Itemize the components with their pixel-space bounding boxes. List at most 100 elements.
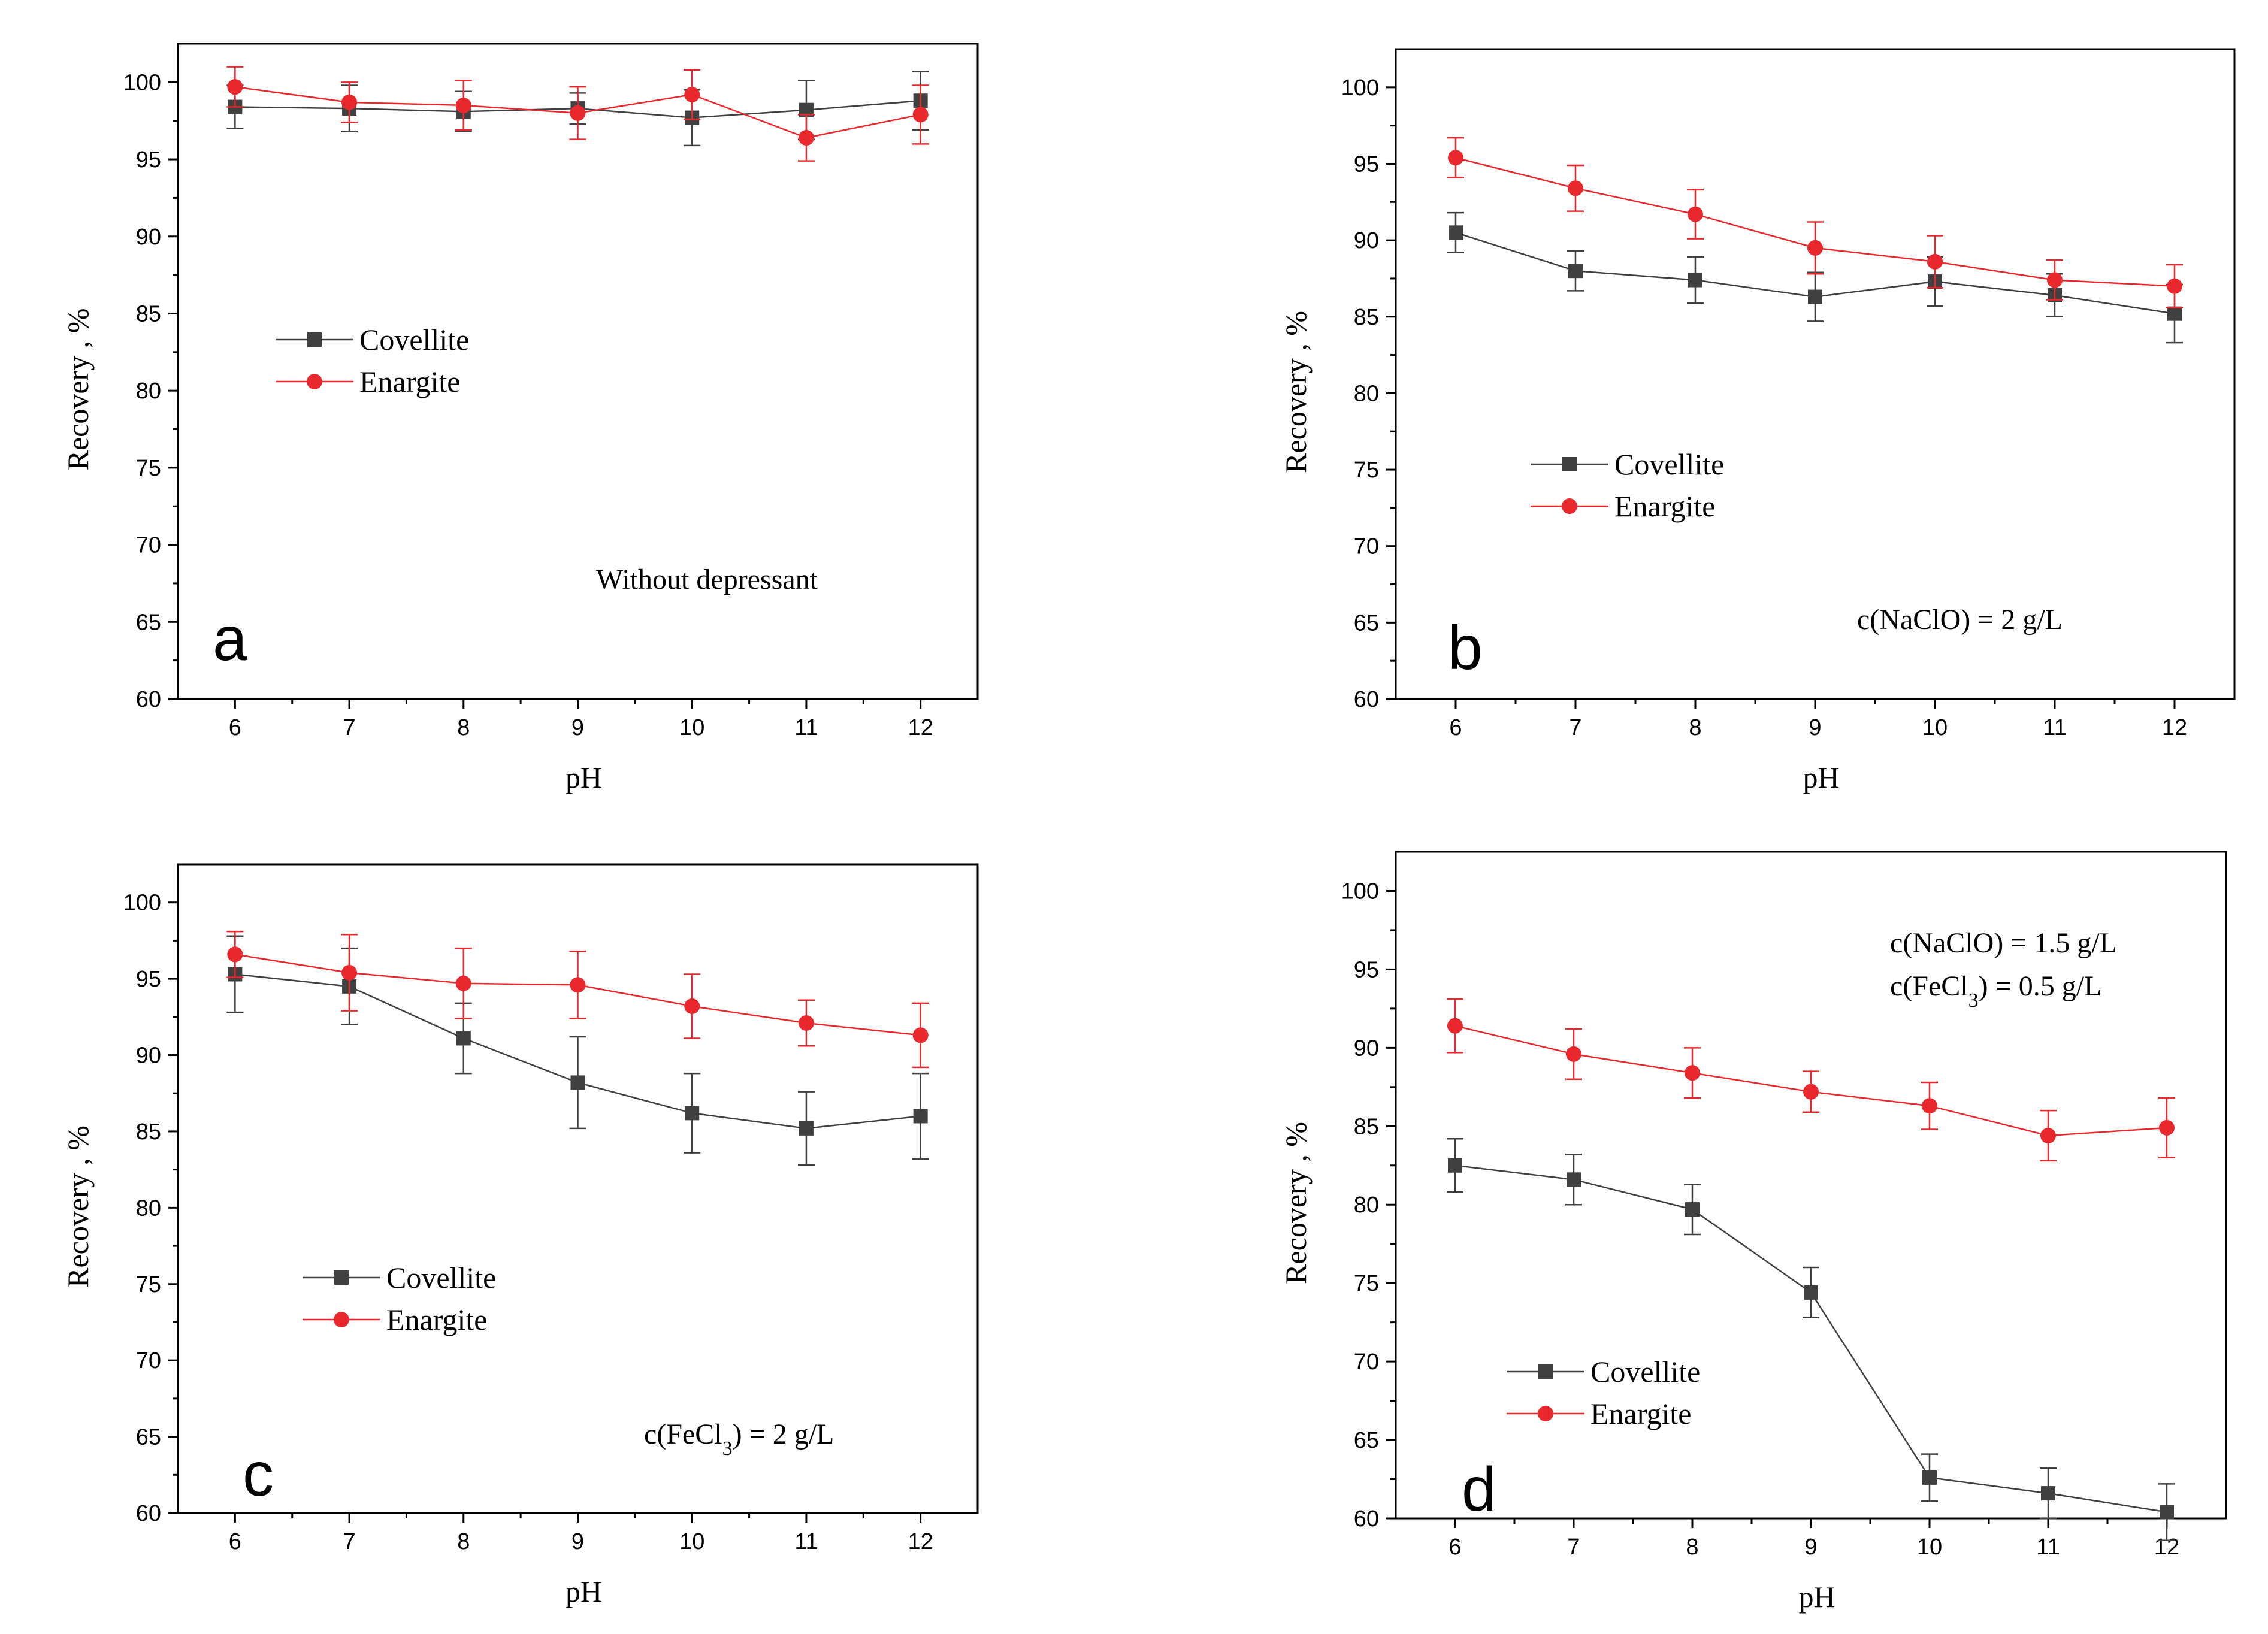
x-axis-title: pH [1803, 761, 1839, 794]
y-tick-label: 90 [136, 225, 161, 250]
x-tick-label: 11 [794, 1529, 818, 1554]
x-tick-label: 6 [229, 1529, 241, 1554]
legend-marker [1562, 498, 1577, 514]
x-tick-label: 10 [679, 715, 704, 740]
data-point [455, 97, 471, 113]
series-line [1454, 1164, 2167, 1513]
y-tick-label: 95 [1354, 957, 1379, 982]
y-tick-label: 60 [136, 687, 161, 712]
y-tick-label: 95 [1354, 152, 1379, 177]
y-axis-title: Recovery , % [61, 1125, 95, 1288]
x-tick-label: 10 [679, 1529, 704, 1554]
data-point [1803, 1084, 1819, 1100]
legend-label-covellite: Covellite [1590, 1355, 1700, 1388]
x-tick-label: 9 [1804, 1535, 1817, 1560]
data-point [912, 1027, 929, 1043]
data-point [1685, 1065, 1700, 1081]
x-axis-title: pH [566, 1575, 602, 1608]
series-enargite [1447, 137, 2183, 308]
data-point [684, 86, 700, 102]
y-tick-label: 75 [136, 456, 161, 481]
series-enargite [226, 66, 929, 162]
series-enargite [226, 930, 929, 1069]
data-point [1566, 1046, 1581, 1062]
data-point [684, 998, 700, 1014]
legend-marker [334, 1270, 349, 1285]
x-tick-label: 8 [457, 1529, 470, 1554]
data-point [799, 1121, 814, 1136]
x-tick-label: 8 [457, 715, 470, 740]
legend-marker [307, 374, 322, 389]
panel-letter: a [213, 604, 247, 674]
y-tick-label: 65 [136, 1425, 161, 1450]
data-point [570, 1075, 585, 1090]
panel-b: 60 65 70 75 80 85 90 95 100 6 7 8 9 10 11 12 pH Recovery … [1279, 48, 2236, 794]
y-tick-label: 70 [136, 1348, 161, 1373]
x-tick-label: 7 [343, 715, 356, 740]
y-tick-label: 90 [1354, 1036, 1379, 1061]
data-point [341, 964, 358, 981]
x-tick-label: 12 [908, 715, 933, 740]
y-tick-label: 80 [136, 379, 161, 404]
x-tick-label: 7 [1569, 715, 1581, 740]
data-point [1808, 289, 1822, 304]
data-point [1685, 1202, 1700, 1217]
y-tick-label: 60 [1354, 1506, 1379, 1532]
data-point [1448, 1158, 1462, 1173]
y-tick-label: 60 [1354, 687, 1379, 712]
y-tick-label: 65 [136, 610, 161, 635]
data-point [227, 79, 243, 95]
y-axis-title: Recovery , % [61, 308, 95, 471]
panel-a: 60 65 70 75 80 85 90 95 100 6 7 8 9 10 11 12 pH Recovery … [61, 43, 979, 794]
legend-label-covellite: Covellite [359, 323, 469, 356]
y-tick-label: 85 [136, 301, 161, 326]
y-tick-label: 95 [136, 967, 161, 992]
data-point [2160, 1505, 2174, 1520]
series-covellite [226, 935, 929, 1166]
x-tick-label: 6 [229, 715, 241, 740]
x-tick-label: 6 [1449, 1535, 1461, 1560]
y-tick-label: 80 [1354, 381, 1379, 406]
data-point [1922, 1098, 1937, 1114]
x-axis-title: pH [1798, 1580, 1835, 1614]
y-tick-label: 65 [1354, 610, 1379, 636]
y-tick-label: 85 [1354, 305, 1379, 330]
x-tick-label: 9 [571, 1529, 584, 1554]
y-tick-label: 90 [136, 1043, 161, 1069]
legend-label-enargite: Enargite [1590, 1397, 1691, 1430]
panel-letter: c [243, 1440, 274, 1509]
data-point [1448, 150, 1463, 166]
data-point [1688, 206, 1703, 222]
x-tick-label: 9 [1809, 715, 1821, 740]
legend-label-enargite: Enargite [359, 365, 460, 398]
x-tick-label: 11 [2036, 1535, 2060, 1560]
y-tick-label: 95 [136, 147, 161, 173]
data-point [685, 1106, 700, 1121]
legend: Covellite Enargite [1531, 447, 1724, 523]
data-point [1568, 264, 1583, 279]
legend: Covellite Enargite [1507, 1355, 1700, 1430]
y-tick-label: 75 [136, 1272, 161, 1297]
legend-label-covellite: Covellite [386, 1261, 496, 1294]
y-tick-label: 65 [1354, 1428, 1379, 1453]
data-point [341, 94, 358, 110]
x-tick-label: 6 [1449, 715, 1462, 740]
x-tick-label: 12 [908, 1529, 933, 1554]
panel-letter: d [1462, 1455, 1496, 1524]
y-tick-label: 75 [1354, 458, 1379, 483]
data-point [912, 107, 929, 123]
x-tick-label: 8 [1686, 1535, 1698, 1560]
y-tick-label: 90 [1354, 228, 1379, 253]
series-covellite [1447, 1137, 2175, 1541]
annotation-text: c(FeCl3) = 2 g/L [644, 1418, 834, 1460]
x-tick-label: 7 [343, 1529, 356, 1554]
annotation-text: c(FeCl3) = 0.5 g/L [1890, 970, 2101, 1012]
data-point [456, 1031, 471, 1046]
x-tick-label: 7 [1567, 1535, 1580, 1560]
y-tick-label: 60 [136, 1501, 161, 1526]
data-point [1568, 180, 1583, 196]
x-tick-label: 12 [2162, 715, 2187, 740]
y-tick-label: 75 [1354, 1271, 1379, 1296]
